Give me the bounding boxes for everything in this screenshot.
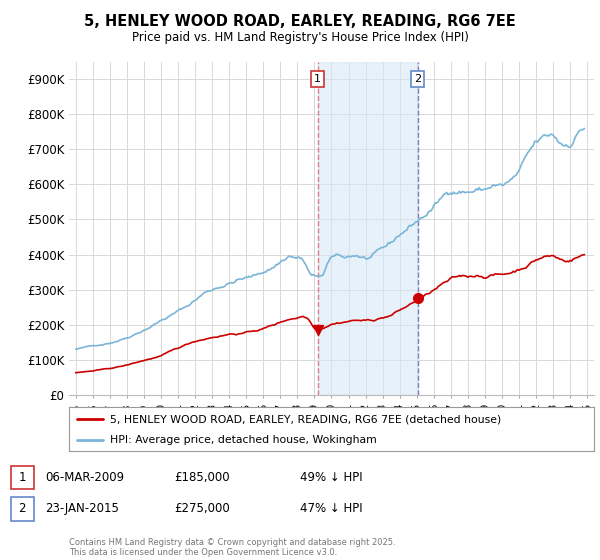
Text: £275,000: £275,000 [174,502,230,515]
Text: 49% ↓ HPI: 49% ↓ HPI [300,470,362,484]
Text: HPI: Average price, detached house, Wokingham: HPI: Average price, detached house, Woki… [110,435,377,445]
Text: 2: 2 [19,502,26,515]
Text: 5, HENLEY WOOD ROAD, EARLEY, READING, RG6 7EE: 5, HENLEY WOOD ROAD, EARLEY, READING, RG… [84,14,516,29]
Text: 23-JAN-2015: 23-JAN-2015 [45,502,119,515]
Text: Price paid vs. HM Land Registry's House Price Index (HPI): Price paid vs. HM Land Registry's House … [131,31,469,44]
Text: 47% ↓ HPI: 47% ↓ HPI [300,502,362,515]
Text: 06-MAR-2009: 06-MAR-2009 [45,470,124,484]
Text: 1: 1 [19,470,26,484]
Text: 1: 1 [314,74,321,84]
Text: 2: 2 [414,74,421,84]
Bar [317,62,418,395]
Text: 5, HENLEY WOOD ROAD, EARLEY, READING, RG6 7EE (detached house): 5, HENLEY WOOD ROAD, EARLEY, READING, RG… [110,414,501,424]
Text: Contains HM Land Registry data © Crown copyright and database right 2025.
This d: Contains HM Land Registry data © Crown c… [69,538,395,557]
Text: £185,000: £185,000 [174,470,230,484]
